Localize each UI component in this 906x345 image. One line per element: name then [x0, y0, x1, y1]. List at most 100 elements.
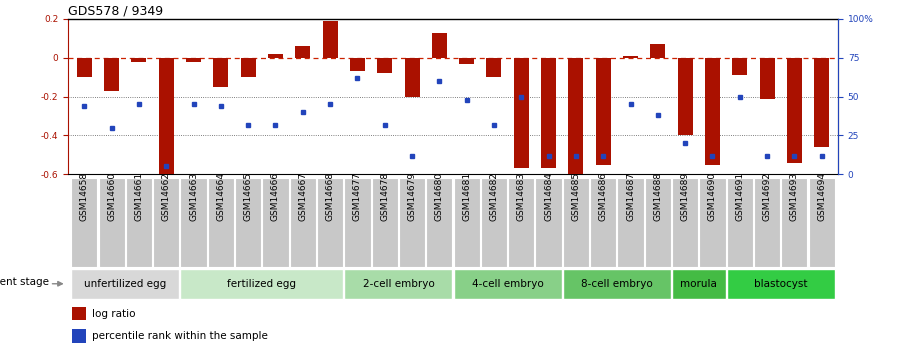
Text: GSM14687: GSM14687: [626, 172, 635, 221]
Bar: [72, 178, 98, 267]
Text: GSM14665: GSM14665: [244, 172, 253, 221]
Bar: [623, 56, 638, 58]
Bar: [705, 58, 720, 165]
Bar: [541, 58, 556, 168]
Text: GSM14668: GSM14668: [325, 172, 334, 221]
Bar: [377, 58, 392, 73]
Bar: [432, 32, 447, 58]
Bar: [153, 178, 179, 267]
Bar: [214, 58, 228, 87]
Text: 8-cell embryo: 8-cell embryo: [581, 279, 652, 289]
Bar: [535, 178, 562, 267]
Text: fertilized egg: fertilized egg: [227, 279, 296, 289]
Bar: [590, 178, 616, 267]
Bar: [290, 178, 316, 267]
Bar: [563, 269, 671, 299]
Bar: [651, 44, 665, 58]
Text: GSM14681: GSM14681: [462, 172, 471, 221]
Text: blastocyst: blastocyst: [754, 279, 807, 289]
Text: 4-cell embryo: 4-cell embryo: [472, 279, 544, 289]
Bar: [563, 178, 589, 267]
Bar: [77, 58, 92, 77]
Text: GSM14686: GSM14686: [599, 172, 608, 221]
Bar: [814, 58, 829, 147]
Text: GSM14666: GSM14666: [271, 172, 280, 221]
Bar: [672, 178, 699, 267]
Bar: [487, 58, 502, 77]
Text: 2-cell embryo: 2-cell embryo: [362, 279, 434, 289]
Bar: [732, 58, 747, 75]
Text: development stage: development stage: [0, 277, 49, 287]
Bar: [180, 178, 207, 267]
Bar: [159, 58, 174, 178]
Text: GSM14684: GSM14684: [545, 172, 553, 221]
Bar: [781, 178, 807, 267]
Bar: [678, 58, 692, 135]
Bar: [99, 178, 125, 267]
Text: percentile rank within the sample: percentile rank within the sample: [92, 331, 267, 341]
Bar: [344, 178, 371, 267]
Text: unfertilized egg: unfertilized egg: [84, 279, 167, 289]
Bar: [72, 307, 86, 320]
Bar: [263, 178, 289, 267]
Bar: [72, 269, 179, 299]
Bar: [645, 178, 671, 267]
Bar: [808, 178, 834, 267]
Text: GSM14663: GSM14663: [189, 172, 198, 221]
Text: GSM14660: GSM14660: [107, 172, 116, 221]
Bar: [786, 58, 802, 162]
Bar: [404, 58, 419, 97]
Text: GSM14693: GSM14693: [790, 172, 799, 221]
Text: GSM14678: GSM14678: [381, 172, 390, 221]
Bar: [268, 54, 283, 58]
Bar: [295, 46, 311, 58]
Text: GSM14680: GSM14680: [435, 172, 444, 221]
Bar: [481, 178, 507, 267]
Text: GSM14691: GSM14691: [736, 172, 744, 221]
Bar: [672, 269, 726, 299]
Bar: [754, 178, 780, 267]
Text: GSM14694: GSM14694: [817, 172, 826, 221]
Text: GSM14685: GSM14685: [572, 172, 581, 221]
Bar: [241, 58, 255, 77]
Text: GSM14683: GSM14683: [516, 172, 525, 221]
Bar: [454, 178, 480, 267]
Bar: [595, 58, 611, 165]
Text: GSM14688: GSM14688: [653, 172, 662, 221]
Bar: [207, 178, 234, 267]
Bar: [568, 58, 583, 174]
Text: GSM14662: GSM14662: [162, 172, 170, 221]
Bar: [508, 178, 535, 267]
Text: GSM14682: GSM14682: [489, 172, 498, 221]
Bar: [371, 178, 398, 267]
Bar: [426, 178, 452, 267]
Bar: [459, 58, 474, 63]
Bar: [699, 178, 726, 267]
Bar: [514, 58, 529, 168]
Text: GSM14677: GSM14677: [353, 172, 361, 221]
Bar: [104, 58, 120, 91]
Text: GSM14692: GSM14692: [763, 172, 772, 221]
Bar: [617, 178, 643, 267]
Text: GSM14658: GSM14658: [80, 172, 89, 221]
Bar: [317, 178, 343, 267]
Bar: [727, 178, 753, 267]
Bar: [186, 58, 201, 62]
Bar: [399, 178, 425, 267]
Bar: [72, 329, 86, 343]
Bar: [344, 269, 452, 299]
Text: log ratio: log ratio: [92, 309, 135, 318]
Text: GSM14690: GSM14690: [708, 172, 717, 221]
Text: GDS578 / 9349: GDS578 / 9349: [68, 5, 163, 18]
Bar: [350, 58, 365, 71]
Bar: [454, 269, 562, 299]
Text: GSM14689: GSM14689: [680, 172, 689, 221]
Text: GSM14679: GSM14679: [408, 172, 417, 221]
Bar: [126, 178, 152, 267]
Text: GSM14664: GSM14664: [217, 172, 226, 221]
Bar: [131, 58, 147, 62]
Text: morula: morula: [680, 279, 718, 289]
Bar: [759, 58, 775, 99]
Bar: [727, 269, 834, 299]
Bar: [235, 178, 261, 267]
